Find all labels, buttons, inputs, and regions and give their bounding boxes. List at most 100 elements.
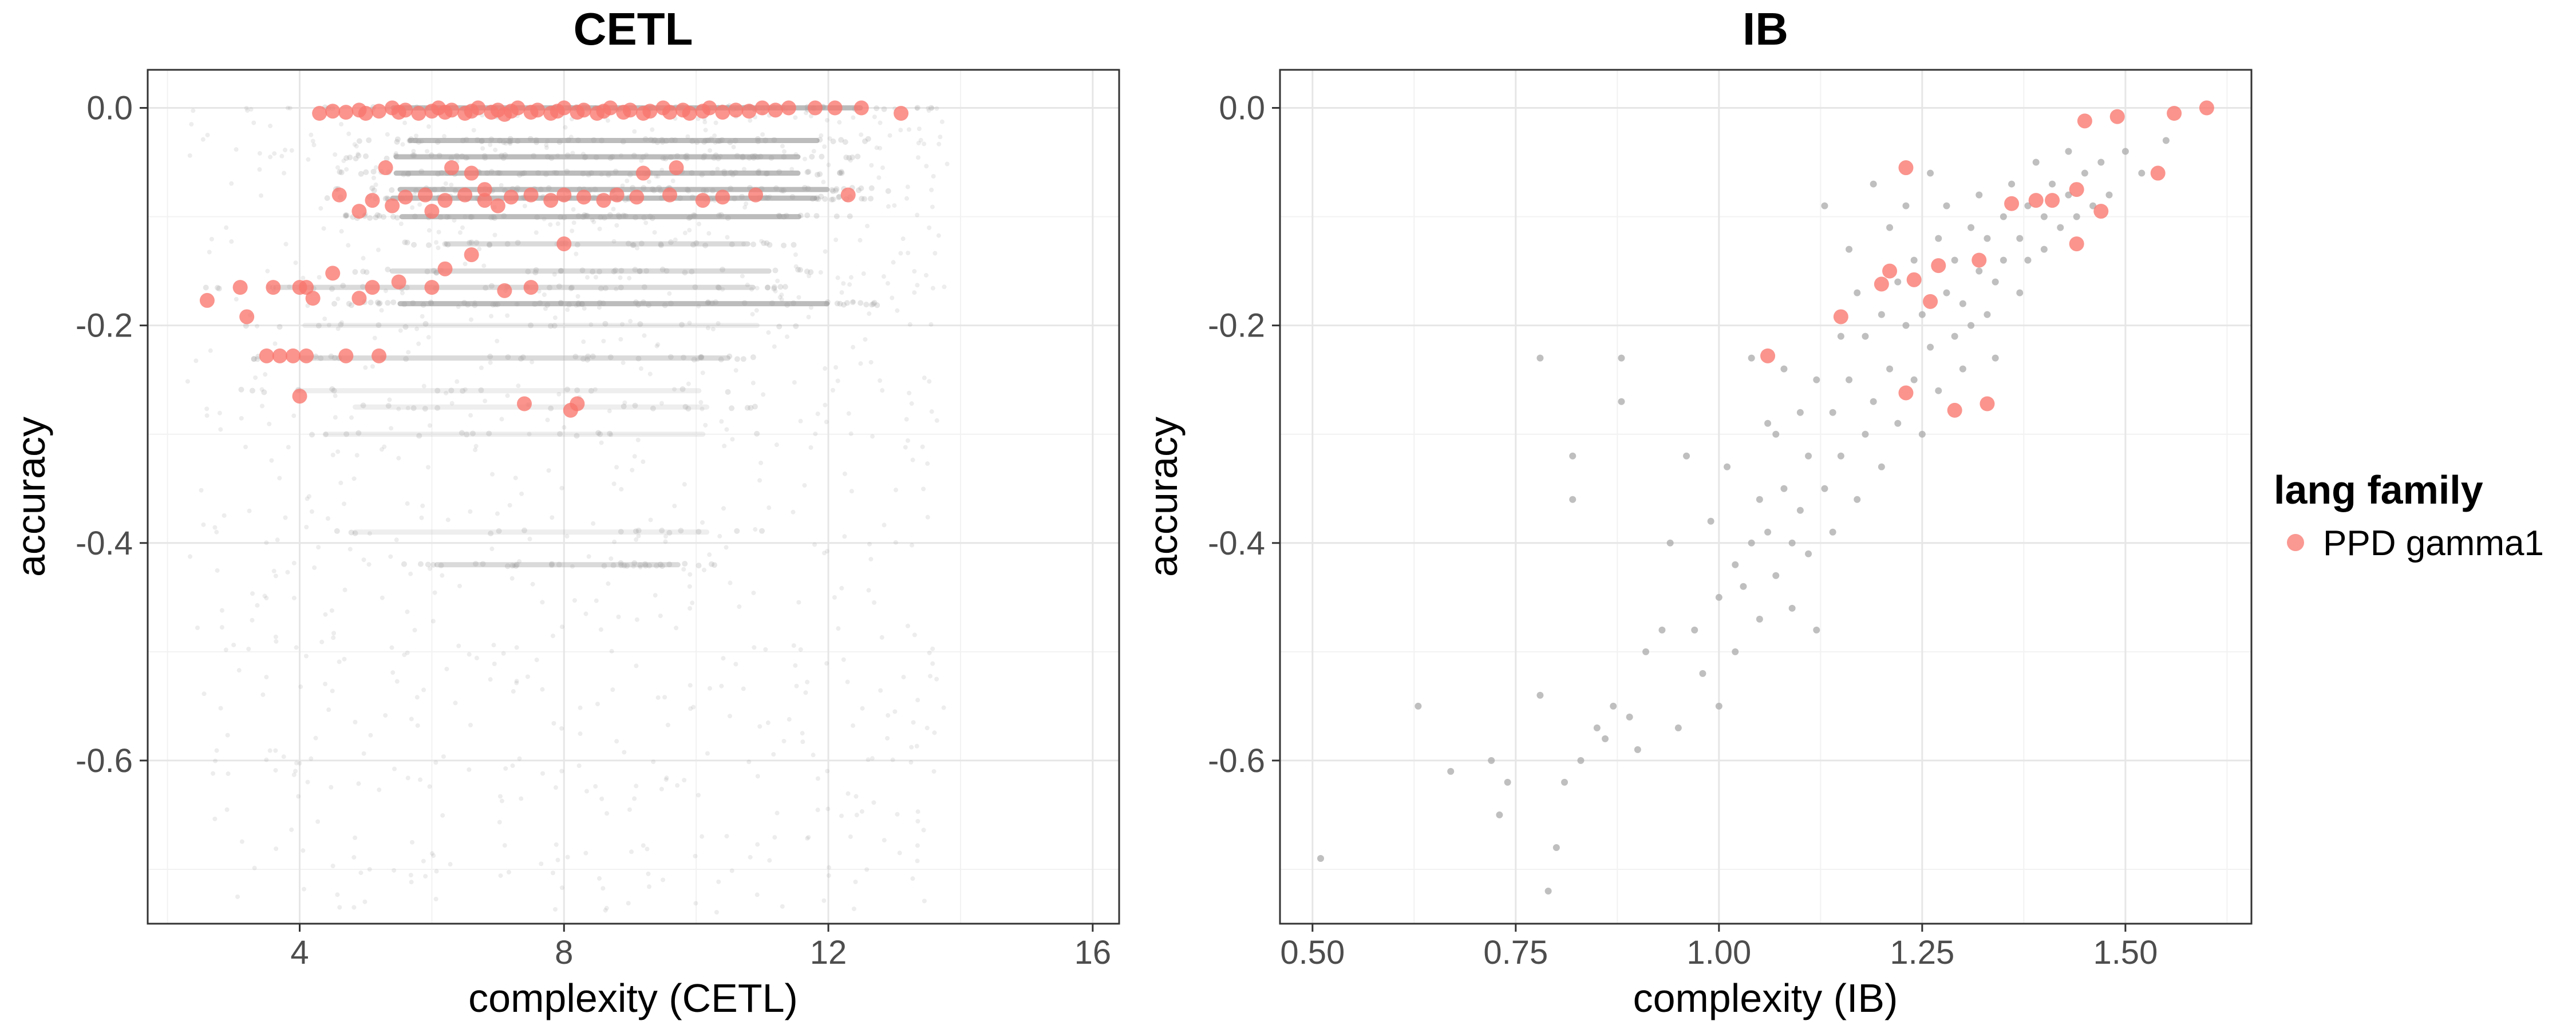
background-point — [606, 581, 611, 586]
background-point — [377, 300, 383, 306]
background-point — [916, 140, 921, 145]
background-point — [229, 239, 234, 244]
background-point — [861, 196, 867, 202]
background-point — [346, 131, 351, 136]
data-point-ppd-gamma1 — [325, 104, 341, 119]
background-point — [239, 415, 244, 421]
background-point — [621, 212, 627, 219]
background-point — [911, 720, 916, 725]
background-point — [931, 769, 937, 774]
background-point — [433, 896, 438, 901]
background-point — [648, 517, 653, 523]
background-point — [808, 269, 814, 275]
background-point — [717, 533, 722, 539]
background-point — [417, 561, 424, 567]
background-point — [841, 657, 846, 662]
background-point — [663, 534, 668, 539]
background-point — [545, 417, 550, 422]
background-point — [420, 503, 425, 508]
background-point — [700, 834, 705, 839]
background-point — [833, 186, 840, 192]
background-point — [842, 534, 847, 539]
background-point — [653, 593, 658, 598]
background-point — [760, 132, 765, 137]
background-point — [908, 760, 914, 765]
background-point — [930, 204, 935, 209]
background-point — [847, 213, 853, 219]
background-point — [1886, 224, 1894, 231]
data-point-ppd-gamma1 — [299, 348, 314, 363]
background-point — [590, 217, 595, 223]
background-point — [652, 230, 657, 235]
background-point — [555, 153, 560, 159]
background-point — [568, 134, 574, 140]
background-point — [635, 528, 642, 534]
background-point — [390, 670, 396, 675]
background-point — [765, 284, 771, 291]
background-point — [264, 596, 269, 601]
background-point — [1715, 593, 1722, 601]
background-point — [442, 134, 447, 139]
x-tick-label: 4 — [290, 934, 309, 971]
x-tick-label: 8 — [555, 934, 573, 971]
background-point — [1862, 430, 1869, 438]
background-point — [352, 142, 357, 147]
background-point — [1618, 354, 1625, 362]
background-point — [478, 387, 484, 393]
background-point — [483, 398, 488, 403]
data-point-ppd-gamma1 — [2069, 236, 2084, 252]
background-point — [619, 153, 624, 158]
background-point — [503, 766, 508, 771]
background-point — [558, 300, 564, 307]
background-point — [592, 186, 598, 192]
background-point — [691, 357, 697, 363]
background-point — [398, 221, 404, 227]
background-point — [689, 268, 695, 275]
background-point — [625, 240, 631, 247]
background-point — [716, 284, 722, 291]
data-point-ppd-gamma1 — [497, 283, 512, 298]
background-point — [574, 303, 579, 308]
background-point — [729, 405, 735, 411]
background-point — [802, 483, 807, 488]
background-point — [874, 105, 880, 112]
background-point — [844, 300, 850, 306]
data-point-ppd-gamma1 — [239, 309, 255, 324]
background-point — [685, 188, 692, 194]
background-point — [633, 528, 639, 535]
series-points-cetl — [199, 100, 909, 418]
background-point — [468, 413, 473, 418]
background-point — [681, 354, 687, 361]
data-point-ppd-gamma1 — [292, 389, 307, 404]
background-point — [645, 846, 650, 852]
background-point — [764, 284, 771, 291]
data-point-ppd-gamma1 — [854, 100, 869, 116]
background-point — [922, 899, 927, 904]
background-point — [696, 528, 702, 535]
y-ticks-cetl: 0.0-0.2-0.4-0.6 — [76, 90, 148, 779]
background-point — [1536, 691, 1544, 699]
background-point — [273, 573, 278, 579]
background-point — [808, 445, 813, 450]
background-point — [776, 169, 783, 175]
background-point — [402, 324, 409, 330]
background-point — [745, 282, 750, 287]
background-point — [632, 454, 637, 459]
background-point — [880, 388, 885, 393]
background-point — [340, 283, 346, 289]
background-point — [868, 185, 875, 191]
background-point — [361, 256, 366, 261]
background-point — [387, 397, 392, 402]
background-point — [830, 387, 835, 393]
background-point — [415, 723, 420, 728]
background-point — [302, 886, 307, 892]
background-point — [535, 170, 542, 176]
background-point — [805, 169, 812, 175]
background-point — [823, 300, 829, 307]
background-point — [331, 355, 338, 361]
background-point — [705, 300, 711, 306]
background-point — [390, 213, 396, 220]
background-point — [633, 299, 639, 306]
background-point — [565, 307, 570, 312]
